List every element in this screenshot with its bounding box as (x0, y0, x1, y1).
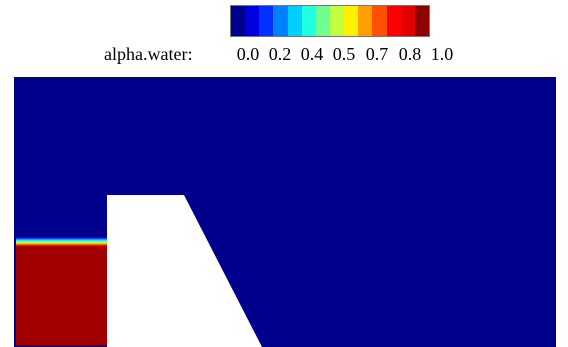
water-air-interface (16, 237, 107, 247)
colorbar-band (273, 6, 288, 36)
colorbar-band (287, 6, 302, 36)
colorbar-band (358, 6, 373, 36)
colorbar (230, 5, 430, 37)
legend-tick: 0.7 (365, 44, 389, 64)
legend-tick: 1.0 (430, 44, 454, 64)
legend-tick: 0.2 (268, 44, 292, 64)
colorbar-band (301, 6, 316, 36)
legend-tick: 0.0 (236, 44, 260, 64)
colorbar-band (315, 6, 330, 36)
colorbar-legend: alpha.water: 0.0 0.2 0.4 0.5 0.7 0.8 1.0 (104, 44, 464, 66)
colorbar-band (231, 6, 246, 36)
colorbar-band (414, 6, 429, 36)
colorbar-band (372, 6, 387, 36)
colorbar-band (386, 6, 401, 36)
legend-tick: 0.4 (300, 44, 324, 64)
colorbar-band (245, 6, 260, 36)
legend-tick: 0.8 (398, 44, 422, 64)
obstacle (107, 195, 262, 347)
colorbar-band (400, 6, 415, 36)
colorbar-band (344, 6, 359, 36)
water-column (16, 247, 107, 345)
legend-title: alpha.water: (104, 44, 193, 64)
simulation-domain (14, 77, 556, 347)
legend-tick: 0.5 (332, 44, 356, 64)
colorbar-band (259, 6, 274, 36)
colorbar-band (329, 6, 345, 36)
